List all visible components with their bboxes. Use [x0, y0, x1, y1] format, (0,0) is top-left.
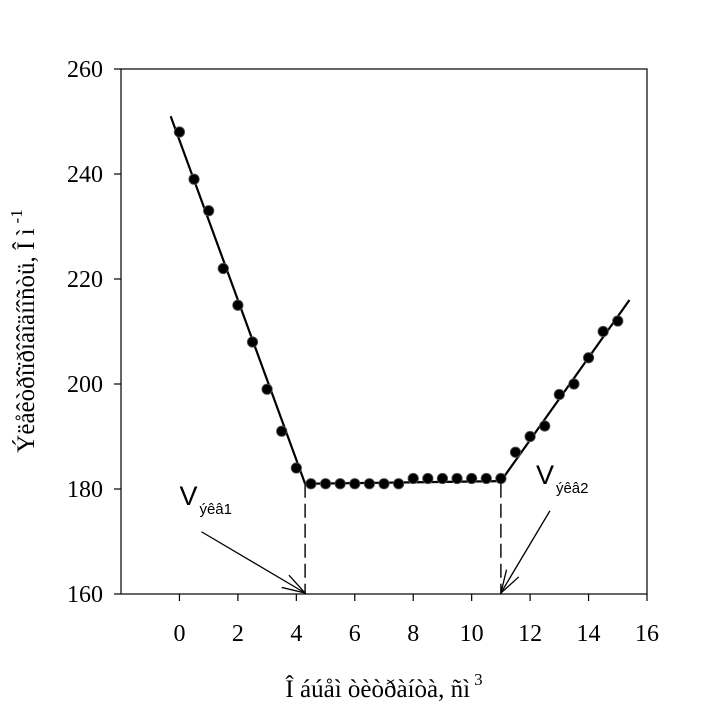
data-point: [539, 420, 551, 432]
y-tick-label: 200: [67, 372, 103, 398]
x-tick-label: 0: [173, 621, 185, 647]
x-tick-label: 16: [635, 621, 659, 647]
data-point: [568, 378, 580, 390]
data-point: [203, 205, 215, 217]
data-point: [451, 472, 463, 485]
data-point: [495, 472, 507, 485]
data-point: [509, 446, 522, 458]
data-point: [319, 478, 332, 490]
plot-frame: [120, 68, 648, 595]
data-point: [393, 478, 405, 490]
data-point: [582, 352, 595, 364]
data-point: [305, 478, 317, 490]
data-point: [612, 315, 624, 327]
data-point: [480, 472, 492, 485]
data-point: [276, 425, 288, 437]
y-tick-label: 220: [67, 267, 103, 293]
data-point: [349, 478, 361, 490]
data-point: [290, 462, 302, 474]
data-point: [407, 472, 419, 485]
y-tick-label: 160: [67, 582, 103, 608]
data-point: [173, 126, 186, 138]
annotation-arrow: [500, 510, 551, 594]
data-point: [334, 478, 346, 490]
data-point: [246, 336, 259, 348]
data-point: [553, 388, 565, 401]
annotation-arrowhead: [499, 569, 520, 595]
y-tick-label: 240: [67, 162, 103, 188]
data-point: [188, 173, 200, 185]
x-tick-label: 6: [349, 621, 361, 647]
data-point: [422, 472, 434, 485]
data-point: [217, 262, 229, 275]
annotation-arrow: [201, 531, 306, 594]
data-point: [378, 478, 390, 490]
annotation-arrowhead: [281, 574, 307, 595]
data-point: [597, 325, 609, 338]
data-point: [436, 472, 449, 485]
x-tick-label: 12: [518, 621, 542, 647]
data-point: [232, 299, 244, 311]
data-points: [173, 126, 624, 490]
x-tick-label: 2: [232, 621, 244, 647]
x-tick-label: 14: [577, 621, 601, 647]
x-axis-label: Î áúåì òèòðàíòà, ñì 3: [285, 670, 482, 703]
x-tick-label: 10: [460, 621, 484, 647]
data-point: [363, 478, 375, 490]
y-axis-label: Ýëåêòðîïðîâîäíîñòü, Î ì-1: [7, 209, 40, 452]
data-point: [524, 430, 536, 443]
y-axis-ticks: 160 180 200 220 240 260: [67, 57, 121, 608]
y-tick-label: 260: [67, 57, 103, 83]
x-axis-ticks: 0 2 4 6 8 10 12 14 16: [173, 594, 659, 647]
data-point: [261, 383, 273, 395]
data-point: [466, 472, 478, 485]
y-tick-label: 180: [67, 477, 103, 503]
x-tick-label: 4: [290, 621, 302, 647]
x-tick-label: 8: [407, 621, 419, 647]
